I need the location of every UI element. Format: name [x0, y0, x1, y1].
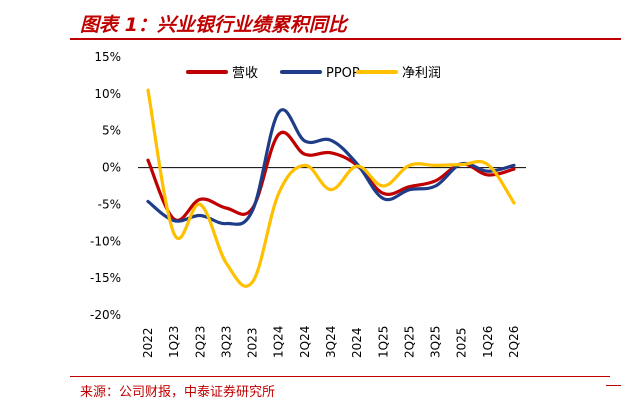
x-tick-label: 2Q26 [507, 326, 521, 358]
y-tick-label: -15% [90, 271, 121, 285]
x-tick-label: 1Q23 [167, 326, 181, 358]
y-tick-label: 10% [94, 87, 121, 101]
series-line-2 [146, 88, 516, 288]
y-tick-label: -20% [90, 308, 121, 322]
y-tick-label: 0% [102, 161, 121, 175]
x-tick-label: 3Q25 [429, 326, 443, 358]
source-rule [70, 376, 610, 377]
y-tick-label: -10% [90, 234, 121, 248]
x-tick-label: 2Q25 [402, 326, 416, 358]
x-axis: 2022 1Q23 2Q23 3Q23 2023 1Q24 2Q24 3Q24 2024 1Q25… [138, 167, 526, 358]
x-tick-label: 1Q26 [481, 326, 495, 358]
x-tick-label: 3Q24 [324, 326, 338, 358]
x-tick-label: 2023 [246, 327, 260, 358]
chart-title: 图表 1：兴业银行业绩累积同比 [80, 14, 347, 36]
x-tick-label: 2Q24 [298, 326, 312, 358]
x-tick-label: 1Q24 [272, 326, 286, 358]
y-tick-label: 5% [102, 124, 121, 138]
right-edge-rule [606, 38, 621, 40]
legend: 营收 PPOP 净利润 [186, 66, 441, 81]
legend-label: 净利润 [402, 66, 441, 81]
legend-label: PPOP [326, 66, 360, 81]
x-tick-label: 2022 [141, 327, 155, 358]
y-tick-label: -5% [98, 197, 121, 211]
x-tick-label: 2025 [455, 327, 469, 358]
line-chart: 15% 10% 5% 0% -5% -10% -15% -20% 2022 1Q23 2Q23 3Q… [90, 50, 526, 358]
x-tick-label: 2024 [350, 327, 364, 358]
series-layer [146, 88, 516, 288]
y-tick-label: 15% [94, 50, 121, 64]
legend-label: 营收 [232, 66, 258, 81]
x-tick-label: 3Q23 [219, 326, 233, 358]
source-note: 来源：公司财报，中泰证券研究所 [80, 385, 276, 400]
x-tick-label: 2Q23 [193, 326, 207, 358]
title-rule [70, 38, 610, 40]
x-tick-label: 1Q25 [376, 326, 390, 358]
title-bar: 图表 1：兴业银行业绩累积同比 [70, 8, 610, 40]
right-edge-bottom-rule [606, 385, 621, 386]
y-axis: 15% 10% 5% 0% -5% -10% -15% -20% [90, 50, 121, 322]
